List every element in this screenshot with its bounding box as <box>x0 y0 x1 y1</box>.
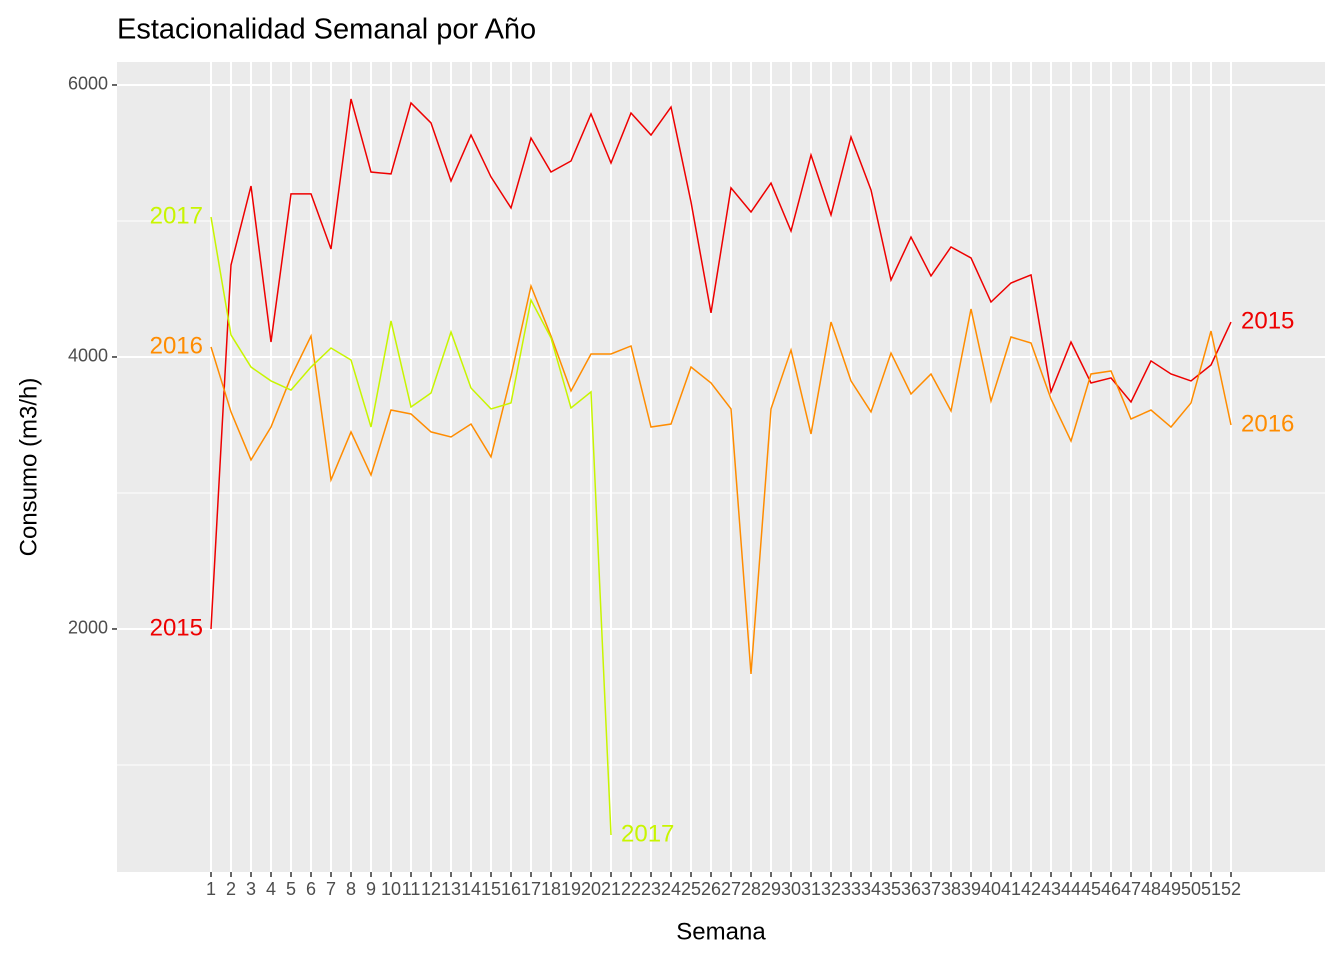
y-axis-title: Consumo (m3/h) <box>15 378 42 557</box>
series-line <box>210 216 612 836</box>
x-tick-label: 6 <box>306 879 316 899</box>
x-tick-label: 42 <box>1021 879 1041 899</box>
x-tick-label: 34 <box>861 879 881 899</box>
x-tick-label: 10 <box>381 879 401 899</box>
x-tick-label: 13 <box>441 879 461 899</box>
x-tick-label: 23 <box>641 879 661 899</box>
x-tick-label: 31 <box>801 879 821 899</box>
x-tick-label: 8 <box>346 879 356 899</box>
series-label-start: 2016 <box>150 332 203 359</box>
x-tick-label: 18 <box>541 879 561 899</box>
x-tick-label: 51 <box>1201 879 1221 899</box>
x-tick-label: 52 <box>1221 879 1241 899</box>
x-tick-label: 45 <box>1081 879 1101 899</box>
x-tick-label: 40 <box>981 879 1001 899</box>
x-tick-label: 22 <box>621 879 641 899</box>
x-tick-label: 35 <box>881 879 901 899</box>
x-tick-label: 21 <box>601 879 621 899</box>
series-label-end: 2015 <box>1241 307 1294 334</box>
x-tick-label: 24 <box>661 879 681 899</box>
x-tick-label: 17 <box>521 879 541 899</box>
x-tick-label: 37 <box>921 879 941 899</box>
x-tick-label: 28 <box>741 879 761 899</box>
x-tick-label: 33 <box>841 879 861 899</box>
x-tick-label: 26 <box>701 879 721 899</box>
series-line <box>210 283 1232 675</box>
series-label-end: 2017 <box>621 820 674 847</box>
y-tick-label: 2000 <box>68 618 108 638</box>
x-tick-label: 11 <box>402 879 421 899</box>
series-line <box>210 98 1232 630</box>
series-label-start: 2015 <box>150 614 203 641</box>
x-tick-label: 41 <box>1001 879 1021 899</box>
y-tick-label: 6000 <box>68 74 108 94</box>
x-tick-label: 39 <box>961 879 981 899</box>
x-tick-label: 47 <box>1121 879 1141 899</box>
x-tick-label: 14 <box>461 879 481 899</box>
x-tick-label: 27 <box>721 879 741 899</box>
series-label-end: 2016 <box>1241 410 1294 437</box>
x-tick-label: 46 <box>1101 879 1121 899</box>
x-tick-label: 2 <box>226 879 236 899</box>
series-label-start: 2017 <box>150 202 203 229</box>
x-tick-label: 4 <box>266 879 276 899</box>
x-tick-label: 50 <box>1181 879 1201 899</box>
x-tick-label: 25 <box>681 879 701 899</box>
y-tick-label: 4000 <box>68 346 108 366</box>
x-tick-label: 43 <box>1041 879 1061 899</box>
x-tick-label: 9 <box>366 879 376 899</box>
x-tick-label: 49 <box>1161 879 1181 899</box>
x-tick-label: 29 <box>761 879 781 899</box>
x-axis-title: Semana <box>676 918 766 945</box>
x-tick-label: 44 <box>1061 879 1081 899</box>
x-tick-label: 3 <box>246 879 256 899</box>
x-tick-label: 48 <box>1141 879 1161 899</box>
panel <box>117 62 1325 872</box>
x-tick-label: 36 <box>901 879 921 899</box>
x-tick-label: 1 <box>206 879 216 899</box>
x-tick-label: 19 <box>561 879 581 899</box>
x-tick-label: 7 <box>326 879 336 899</box>
x-tick-label: 12 <box>421 879 441 899</box>
x-tick-label: 32 <box>821 879 841 899</box>
x-tick-label: 30 <box>781 879 801 899</box>
chart-title: Estacionalidad Semanal por Año <box>117 14 536 46</box>
x-tick-label: 20 <box>581 879 601 899</box>
x-tick-label: 16 <box>501 879 521 899</box>
x-tick-label: 5 <box>286 879 296 899</box>
x-tick-label: 38 <box>941 879 961 899</box>
x-tick-label: 15 <box>481 879 501 899</box>
